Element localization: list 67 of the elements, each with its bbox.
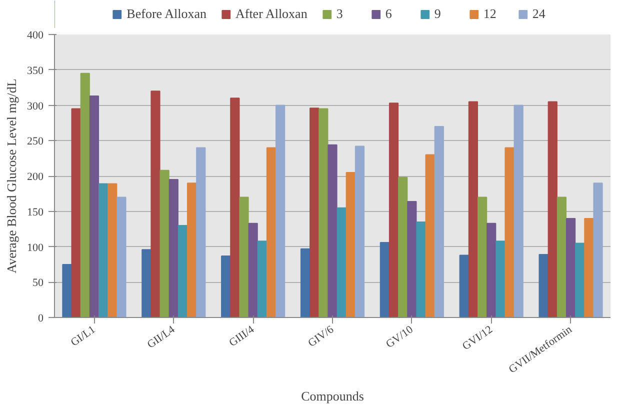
bar xyxy=(477,196,488,318)
bar xyxy=(486,222,496,318)
bar xyxy=(593,182,603,318)
y-tick-label: 200 xyxy=(27,171,44,183)
bar xyxy=(380,242,390,318)
y-tick-label: 0 xyxy=(38,312,44,324)
x-axis-title: Compounds xyxy=(301,388,364,404)
y-tick-label: 100 xyxy=(27,242,44,254)
bar xyxy=(257,240,267,318)
bar xyxy=(160,170,170,318)
bar xyxy=(230,98,240,318)
legend-label: 6 xyxy=(385,6,393,22)
bar xyxy=(239,196,249,318)
y-axis-title: Average Blood Glucose Level mg/dL xyxy=(4,78,19,274)
bar xyxy=(266,147,276,318)
bar xyxy=(186,182,197,318)
bar xyxy=(318,108,328,318)
bar xyxy=(196,147,206,318)
legend-label: 12 xyxy=(483,6,498,22)
y-tick-label: 400 xyxy=(27,30,44,42)
y-tick-label: 50 xyxy=(32,277,44,290)
y-tick-label: 150 xyxy=(27,206,44,218)
bar xyxy=(566,218,576,318)
bar xyxy=(89,96,100,318)
bar xyxy=(398,176,408,318)
legend-label: After Alloxan xyxy=(235,6,308,22)
bar xyxy=(336,207,346,318)
bar xyxy=(584,218,594,318)
bar xyxy=(71,108,81,318)
bar xyxy=(178,225,188,318)
bar xyxy=(300,248,310,318)
bar xyxy=(310,108,320,318)
bar xyxy=(459,254,469,318)
legend-label: 24 xyxy=(532,6,546,22)
bar xyxy=(388,102,399,318)
bar xyxy=(62,264,72,318)
bar xyxy=(108,183,118,318)
bar xyxy=(548,101,558,318)
y-tick-label: 300 xyxy=(27,100,44,112)
bar xyxy=(407,200,417,318)
bar xyxy=(168,179,178,318)
bar xyxy=(346,172,356,318)
bar xyxy=(434,126,444,318)
bar xyxy=(468,101,478,318)
bar xyxy=(496,240,506,318)
bar xyxy=(98,183,108,318)
bar xyxy=(116,196,126,318)
bar xyxy=(538,254,548,318)
bar xyxy=(514,104,524,318)
bar xyxy=(142,249,152,318)
bar xyxy=(275,104,286,318)
legend-label: 3 xyxy=(336,6,344,22)
y-tick-label: 350 xyxy=(27,64,44,77)
bar xyxy=(328,144,338,318)
bar xyxy=(354,146,365,318)
y-tick-label: 250 xyxy=(27,136,44,148)
bar xyxy=(425,154,435,318)
bar xyxy=(556,196,567,318)
bar xyxy=(221,255,231,318)
bar xyxy=(504,147,514,318)
bar xyxy=(150,90,160,318)
legend-label: Before Alloxan xyxy=(126,6,206,22)
bar xyxy=(80,72,90,318)
bar xyxy=(575,242,585,318)
legend-label: 9 xyxy=(434,6,442,22)
bar xyxy=(248,222,258,318)
bar xyxy=(416,221,426,318)
